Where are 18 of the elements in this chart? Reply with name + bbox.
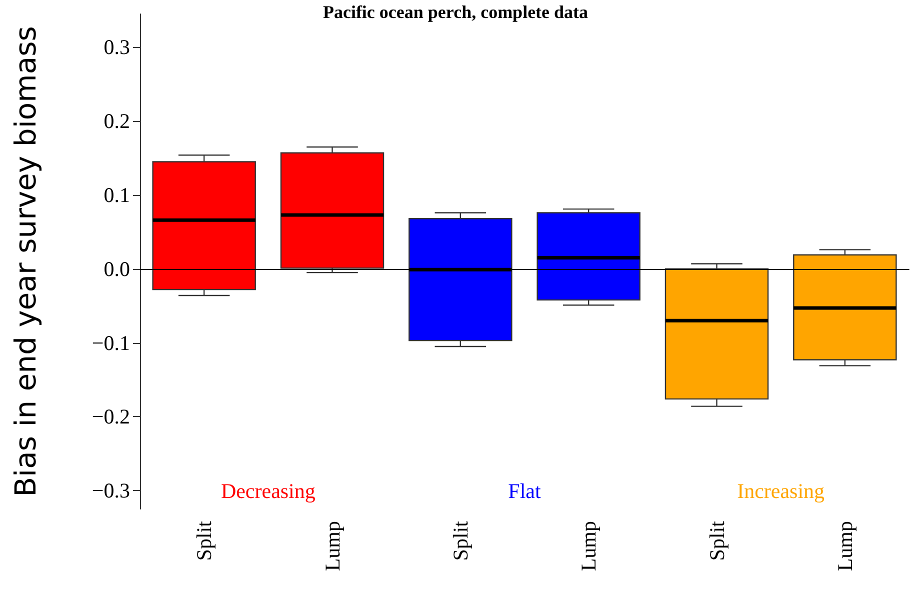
x-tick-label: Lump	[576, 521, 601, 572]
x-tick-label: Split	[448, 520, 472, 561]
y-tick-label: 0.1	[104, 183, 130, 208]
y-tick-label: 0.0	[104, 256, 130, 281]
text: Flat	[508, 479, 541, 503]
y-axis-title: Bias in end year survey biomass	[8, 26, 42, 497]
x-tick-label: Lump	[832, 521, 857, 572]
y-tick-label: −0.1	[92, 330, 130, 355]
y-tick-label: 0.2	[104, 109, 130, 134]
x-tick-label: Lump	[320, 521, 344, 572]
y-tick-label: −0.3	[92, 478, 130, 503]
y-tick-label: −0.2	[92, 404, 130, 429]
text: Increasing	[737, 479, 826, 503]
y-tick-label: 0.3	[104, 35, 130, 60]
x-tick-label: Split	[704, 520, 729, 561]
chart-title: Pacific ocean perch, complete data	[322, 2, 588, 22]
x-tick-label: Split	[192, 520, 216, 561]
text: Decreasing	[220, 479, 316, 503]
